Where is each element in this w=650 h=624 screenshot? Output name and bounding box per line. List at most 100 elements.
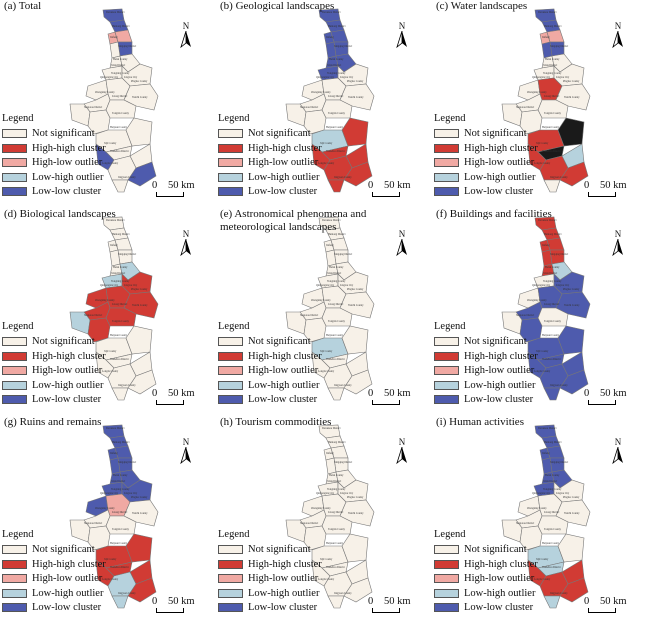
legend-item: High-high cluster <box>2 141 106 156</box>
legend-item: Low-high outlier <box>434 586 538 601</box>
legend-item: High-low outlier <box>2 364 106 379</box>
county-label: Shapotou District <box>300 522 319 525</box>
county-label: Dawukou District <box>538 11 557 14</box>
county-region <box>343 577 373 603</box>
county-label: Yanchi County <box>348 96 364 99</box>
legend-item: Low-high outlier <box>434 170 538 185</box>
county-label: Pingluo County <box>563 496 580 499</box>
county-label: Helan County <box>113 474 128 477</box>
county-label: Xiji County <box>536 142 549 145</box>
county-label: Zhongning County <box>527 91 547 94</box>
county-region <box>557 117 585 147</box>
county-label: Xingqing District <box>118 253 137 256</box>
county-region <box>327 387 345 401</box>
county-region <box>341 533 369 563</box>
legend-label: Low-low cluster <box>248 602 318 613</box>
legend-swatch <box>218 158 243 168</box>
scale-zero: 0 <box>584 180 590 191</box>
panel-title: (a) Total <box>4 0 42 12</box>
county-label: Huinong District <box>328 441 346 444</box>
scale-distance: 50 km <box>384 596 411 607</box>
county-label: Pingluo County <box>131 80 148 83</box>
north-arrow-icon: N <box>178 438 194 465</box>
legend-item: High-low outlier <box>2 572 106 587</box>
legend-swatch <box>434 559 459 569</box>
legend-item: Low-low cluster <box>218 185 322 200</box>
county-label: Haiyuan County <box>542 334 560 337</box>
legend-item: High-low outlier <box>218 364 322 379</box>
legend-item: Low-low cluster <box>2 601 106 616</box>
map-panel: Dawukou District Huinong District Jinfeng X… <box>0 0 216 208</box>
legend-swatch <box>218 351 243 361</box>
county-label: Qingtongxia City <box>532 76 551 79</box>
county-label: Yongning County <box>111 72 130 75</box>
legend-label: High-low outlier <box>464 573 535 584</box>
legend-swatch <box>434 588 459 598</box>
county-label: Qingtongxia City <box>100 76 119 79</box>
legend-swatch <box>2 395 27 405</box>
county-label: Shapotou District <box>84 106 103 109</box>
legend-swatch <box>218 588 243 598</box>
legend-swatch <box>2 574 27 584</box>
legend-swatch <box>2 337 27 347</box>
county-label: Longde County <box>102 162 119 165</box>
legend-label: Not significant <box>464 544 527 555</box>
county-label: Yanchi County <box>564 304 580 307</box>
county-label: Shapotou District <box>300 106 319 109</box>
legend-item: Not significant <box>218 335 322 350</box>
county-region <box>557 533 585 563</box>
legend-label: Low-high outlier <box>248 171 320 183</box>
county-label: Xingqing District <box>334 253 353 256</box>
county-label: Huinong District <box>112 441 130 444</box>
county-label: Xiji County <box>320 142 333 145</box>
county-label: Yuanzhou District <box>110 566 129 569</box>
legend-label: High-low outlier <box>464 157 535 168</box>
scale-line <box>156 192 184 197</box>
legend-label: High-high cluster <box>464 142 538 154</box>
county-region <box>543 387 561 401</box>
county-label: Tongxin County <box>112 112 130 115</box>
map-panel: Dawukou District Huinong District Jinfeng X… <box>216 0 432 208</box>
county-label: Xixia District <box>543 272 557 275</box>
county-label: Dawukou District <box>106 11 125 14</box>
north-arrow-icon: N <box>178 22 194 49</box>
county-label: Helan County <box>545 474 560 477</box>
county-label: Dawukou District <box>322 219 341 222</box>
county-region <box>127 161 157 187</box>
county-label: Litong District <box>112 303 128 306</box>
legend-label: High-low outlier <box>464 365 535 376</box>
county-region <box>559 161 589 187</box>
county-label: Jinfeng <box>326 244 334 247</box>
county-region <box>327 595 345 609</box>
legend-swatch <box>434 366 459 376</box>
choropleth-map: Dawukou District Huinong District Jinfeng X… <box>501 424 591 609</box>
county-label: Jinfeng <box>542 36 550 39</box>
north-label: N <box>614 437 622 447</box>
county-label: Yongning County <box>327 280 346 283</box>
legend-swatch <box>218 545 243 555</box>
scale-zero: 0 <box>152 388 158 399</box>
county-label: Xixia District <box>111 272 125 275</box>
county-label: Pingluo County <box>347 496 364 499</box>
legend-swatch <box>2 380 27 390</box>
county-label: Qingtongxia City <box>316 492 335 495</box>
county-label: Yongning County <box>327 72 346 75</box>
legend: Legend Not significant High-high cluster Hi… <box>2 320 106 407</box>
north-arrow-icon: N <box>610 437 626 465</box>
county-label: Haiyuan County <box>110 126 128 129</box>
county-label: Lingwu City <box>556 76 570 79</box>
legend-item: High-low outlier <box>2 156 106 171</box>
county-label: Tongxin County <box>328 112 346 115</box>
panel-title: (b) Geological landscapes <box>220 0 335 12</box>
county-label: Pingluo County <box>563 288 580 291</box>
legend-item: Not significant <box>2 127 106 142</box>
county-label: Huinong District <box>328 233 346 236</box>
legend-label: High-high cluster <box>464 350 538 362</box>
scale-line <box>588 400 616 405</box>
legend-label: High-low outlier <box>32 573 103 584</box>
legend-label: Not significant <box>248 128 311 139</box>
county-label: Tongxin County <box>112 528 130 531</box>
county-region <box>343 161 373 187</box>
legend-item: Low-high outlier <box>434 378 538 393</box>
county-label: Xingqing District <box>550 45 569 48</box>
